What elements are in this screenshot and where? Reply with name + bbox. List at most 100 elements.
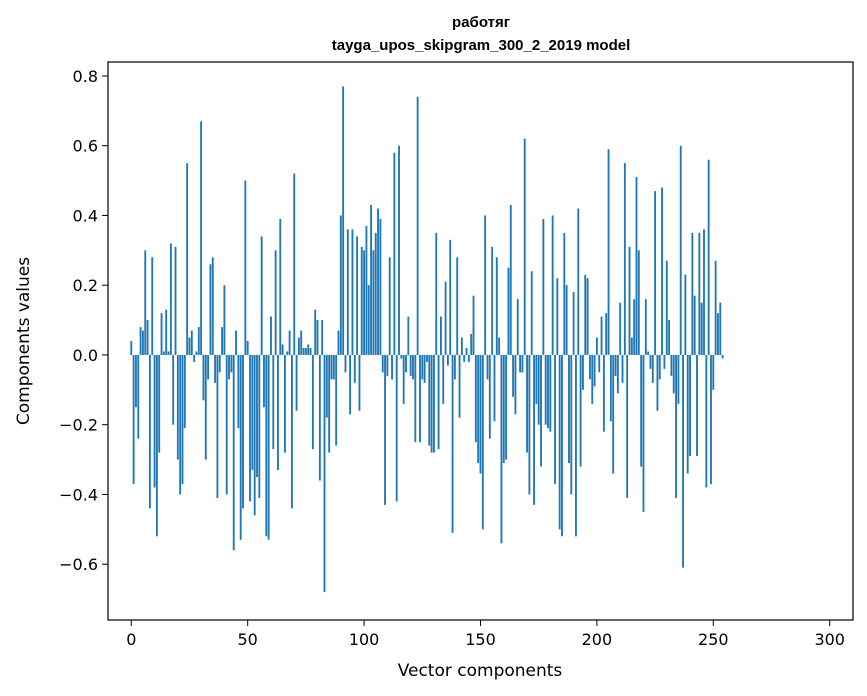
bar (160, 313, 163, 355)
bar (595, 337, 598, 355)
bar (405, 354, 407, 373)
bar (400, 354, 403, 359)
bar (537, 354, 540, 425)
bar (172, 354, 175, 425)
bar (426, 354, 428, 362)
bar (325, 354, 328, 418)
bar (398, 145, 400, 355)
bar (242, 354, 244, 509)
bar (614, 354, 617, 376)
bar (477, 354, 480, 464)
bar (430, 354, 433, 453)
bar (428, 354, 431, 446)
bar (297, 337, 300, 355)
y-tick-label: 0.2 (73, 276, 98, 295)
bar (679, 145, 682, 355)
bar (295, 354, 298, 411)
bar (693, 295, 696, 355)
bar (302, 347, 305, 355)
bar (488, 354, 491, 439)
bar-series (130, 86, 724, 593)
plot-frame (107, 61, 854, 621)
bar (579, 354, 582, 467)
bar (321, 320, 324, 355)
bar (249, 354, 251, 502)
bar (318, 354, 321, 481)
x-tick-label: 50 (238, 630, 258, 649)
bar (379, 218, 382, 355)
bar (530, 271, 533, 355)
x-tick-label: 150 (465, 630, 496, 649)
bar (719, 302, 722, 355)
bar (677, 354, 680, 404)
bar (214, 354, 217, 383)
bar (486, 354, 489, 380)
bar (307, 344, 310, 355)
bar (251, 354, 254, 471)
bar (416, 96, 419, 355)
bar (698, 232, 701, 355)
bar (351, 229, 354, 355)
bar (691, 232, 694, 355)
x-axis-label: Vector components (398, 661, 563, 681)
bar (293, 173, 296, 355)
bar (467, 354, 470, 362)
bar (663, 354, 666, 369)
bar (479, 354, 482, 474)
x-axis-ticks: 0 50 100 150 200 250 300 (126, 620, 845, 649)
bar (370, 204, 373, 355)
bar (228, 354, 230, 380)
bar (572, 292, 575, 355)
bar (167, 351, 170, 355)
bar (568, 354, 570, 464)
bar (260, 236, 263, 355)
bar (277, 354, 279, 471)
bar (481, 354, 484, 530)
bar (155, 354, 158, 537)
bar (435, 232, 438, 355)
bar (377, 208, 379, 355)
bar (437, 354, 440, 450)
bar (588, 354, 591, 380)
bar (391, 354, 393, 380)
bar (346, 229, 349, 355)
bar (195, 351, 198, 355)
bar (209, 264, 212, 355)
bar (202, 354, 205, 401)
bar (474, 354, 477, 443)
bar (586, 278, 589, 355)
bar (372, 250, 375, 355)
bar (328, 354, 331, 453)
x-tick-label: 200 (582, 630, 613, 649)
bar (684, 274, 687, 355)
bar (225, 354, 228, 495)
bar (342, 86, 345, 355)
bar (460, 337, 463, 355)
bar (598, 354, 601, 373)
bar (561, 354, 563, 537)
bar (186, 163, 189, 355)
bar (640, 354, 643, 467)
bar (409, 354, 412, 376)
bar (593, 354, 596, 387)
bar (232, 354, 235, 551)
bar (263, 354, 265, 408)
bar (519, 354, 522, 373)
bar (144, 250, 147, 355)
bar (148, 354, 151, 509)
bar (591, 354, 594, 404)
bar (609, 354, 612, 422)
bar (193, 354, 196, 362)
bar (386, 354, 389, 376)
bar (135, 354, 137, 408)
bar (493, 354, 496, 422)
bar (607, 149, 610, 355)
y-tick-label: 0.6 (73, 137, 98, 156)
bar (682, 354, 684, 568)
bar (670, 354, 673, 376)
bar (414, 354, 417, 443)
bar (446, 354, 449, 366)
bar (705, 354, 708, 488)
bar (281, 344, 284, 355)
x-tick-label: 300 (814, 630, 845, 649)
